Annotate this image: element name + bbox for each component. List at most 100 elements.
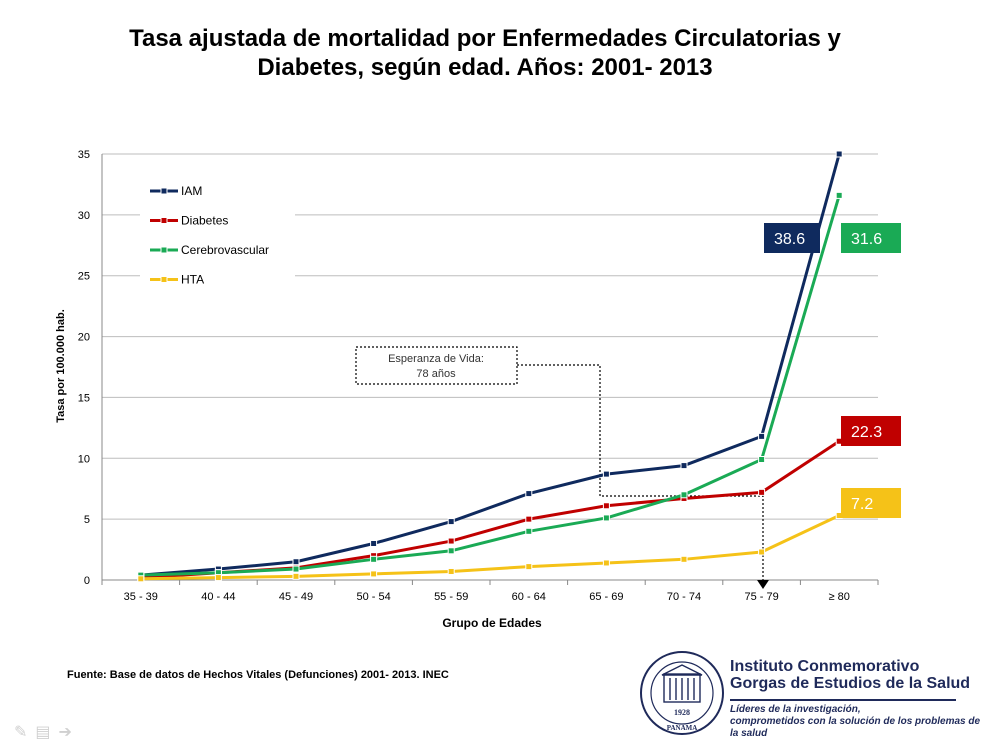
data-point-iam bbox=[680, 462, 688, 470]
y-tick-label: 25 bbox=[78, 271, 90, 283]
data-point-hta bbox=[680, 555, 688, 563]
data-point-cerebrovascular bbox=[447, 547, 455, 555]
data-point-cerebrovascular bbox=[758, 456, 766, 464]
value-labels: 38.6 31.6 22.3 7.2 bbox=[764, 223, 901, 518]
data-point-hta bbox=[758, 548, 766, 556]
seal-icon: 1928 PANAMA bbox=[640, 651, 724, 735]
annotation-connector bbox=[517, 364, 764, 583]
annotation-arrowhead bbox=[757, 580, 769, 589]
value-label-box bbox=[841, 223, 901, 253]
legend-label: Cerebrovascular bbox=[181, 243, 269, 257]
data-point-hta bbox=[214, 574, 222, 582]
x-axis-label: Grupo de Edades bbox=[442, 616, 542, 630]
institution-logo: 1928 PANAMA Instituto Conmemorativo Gorg… bbox=[638, 648, 984, 740]
data-point-diabetes bbox=[447, 537, 455, 545]
value-label: 7.2 bbox=[851, 496, 873, 513]
data-point-iam bbox=[370, 539, 378, 547]
data-point-iam bbox=[758, 432, 766, 440]
legend-marker bbox=[160, 246, 168, 254]
data-point-diabetes bbox=[602, 502, 610, 510]
y-tick-label: 35 bbox=[78, 149, 90, 161]
chart-title: Tasa ajustada de mortalidad por Enfermed… bbox=[60, 24, 910, 82]
data-point-iam bbox=[525, 490, 533, 498]
x-tick-label: 40 - 44 bbox=[201, 591, 235, 603]
value-label-box bbox=[764, 223, 820, 253]
y-tick-label: 20 bbox=[78, 332, 90, 344]
data-point-iam bbox=[447, 518, 455, 526]
logo-name-line-2: Gorgas de Estudios de la Salud bbox=[730, 675, 971, 692]
value-label-box bbox=[841, 416, 901, 446]
series-lines bbox=[137, 150, 843, 583]
x-tick-label: 75 - 79 bbox=[744, 591, 778, 603]
data-point-cerebrovascular bbox=[680, 491, 688, 499]
y-tick-label: 15 bbox=[78, 392, 90, 404]
y-tick-label: 0 bbox=[84, 575, 90, 587]
logo-name-line-1: Instituto Conmemorativo bbox=[730, 658, 920, 675]
data-point-hta bbox=[447, 567, 455, 575]
data-point-cerebrovascular bbox=[370, 555, 378, 563]
data-point-diabetes bbox=[758, 488, 766, 496]
annotation-line-2: 78 años bbox=[416, 368, 456, 380]
data-point-iam bbox=[292, 558, 300, 566]
menu-icon[interactable]: ▤ bbox=[35, 724, 59, 741]
data-point-diabetes bbox=[525, 515, 533, 523]
x-tick-label: 50 - 54 bbox=[356, 591, 390, 603]
legend-label: IAM bbox=[181, 184, 202, 198]
data-point-hta bbox=[602, 559, 610, 567]
life-expectancy-annotation: Esperanza de Vida: 78 años bbox=[355, 346, 769, 589]
logo-tagline: Líderes de la investigación, comprometid… bbox=[730, 704, 984, 740]
data-point-cerebrovascular bbox=[525, 527, 533, 535]
y-tick-label: 10 bbox=[78, 453, 90, 465]
seal-year: 1928 bbox=[674, 708, 690, 717]
x-tick-label: 65 - 69 bbox=[589, 591, 623, 603]
legend-background bbox=[140, 177, 295, 289]
legend-marker bbox=[160, 276, 168, 283]
logo-tagline-line-1: Líderes de la investigación, bbox=[730, 704, 861, 715]
slide-nav-icons[interactable]: ✎▤➔ bbox=[14, 722, 80, 742]
seal-country: PANAMA bbox=[667, 724, 698, 732]
series-line-cerebrovascular bbox=[140, 194, 841, 577]
logo-name: Instituto Conmemorativo Gorgas de Estudi… bbox=[730, 658, 970, 692]
x-axis-ticks: 35 - 39 40 - 44 45 - 49 50 - 54 55 - 59 60 - … bbox=[101, 580, 879, 603]
data-point-iam bbox=[602, 470, 610, 478]
data-point-cerebrovascular bbox=[602, 514, 610, 522]
x-tick-label: 35 - 39 bbox=[124, 591, 158, 603]
title-line-1: Tasa ajustada de mortalidad por Enfermed… bbox=[129, 25, 841, 52]
legend-marker bbox=[160, 187, 168, 195]
legend-marker bbox=[160, 217, 168, 224]
y-axis-ticks: 0 5 10 15 20 25 30 35 bbox=[78, 149, 90, 587]
value-label: 31.6 bbox=[851, 231, 882, 248]
y-axis-label: Tasa por 100.000 hab. bbox=[55, 309, 67, 423]
series-line-diabetes bbox=[140, 439, 841, 580]
x-tick-label: ≥ 80 bbox=[829, 591, 850, 603]
x-tick-label: 60 - 64 bbox=[512, 591, 546, 603]
y-tick-label: 30 bbox=[78, 210, 90, 222]
title-line-2: Diabetes, según edad. Años: 2001- 2013 bbox=[257, 54, 713, 81]
series-line-hta bbox=[140, 514, 840, 581]
x-tick-label: 55 - 59 bbox=[434, 591, 468, 603]
annotation-line-1: Esperanza de Vida: bbox=[388, 353, 484, 365]
x-tick-label: 45 - 49 bbox=[279, 591, 313, 603]
value-label-box bbox=[841, 488, 901, 518]
data-point-cerebrovascular bbox=[835, 191, 843, 199]
data-point-hta bbox=[370, 570, 378, 578]
logo-divider bbox=[730, 699, 956, 701]
legend-label: HTA bbox=[181, 273, 204, 287]
pen-icon[interactable]: ✎ bbox=[14, 724, 36, 741]
source-note: Fuente: Base de datos de Hechos Vitales … bbox=[67, 669, 449, 681]
data-point-cerebrovascular bbox=[292, 565, 300, 573]
logo-tagline-line-2: comprometidos con la solución de los pro… bbox=[730, 716, 981, 739]
data-point-iam bbox=[835, 150, 843, 158]
annotation-box bbox=[355, 346, 518, 385]
series-line-iam bbox=[140, 153, 841, 577]
next-arrow-icon[interactable]: ➔ bbox=[58, 724, 80, 741]
data-point-hta bbox=[525, 563, 533, 571]
value-label: 22.3 bbox=[851, 424, 882, 441]
y-tick-label: 5 bbox=[84, 514, 90, 526]
legend-label: Diabetes bbox=[181, 214, 228, 228]
legend: IAM Diabetes Cerebrovascular HTA bbox=[140, 177, 295, 289]
value-label: 38.6 bbox=[774, 231, 805, 248]
data-point-hta bbox=[292, 572, 300, 580]
data-point-hta bbox=[137, 575, 145, 583]
